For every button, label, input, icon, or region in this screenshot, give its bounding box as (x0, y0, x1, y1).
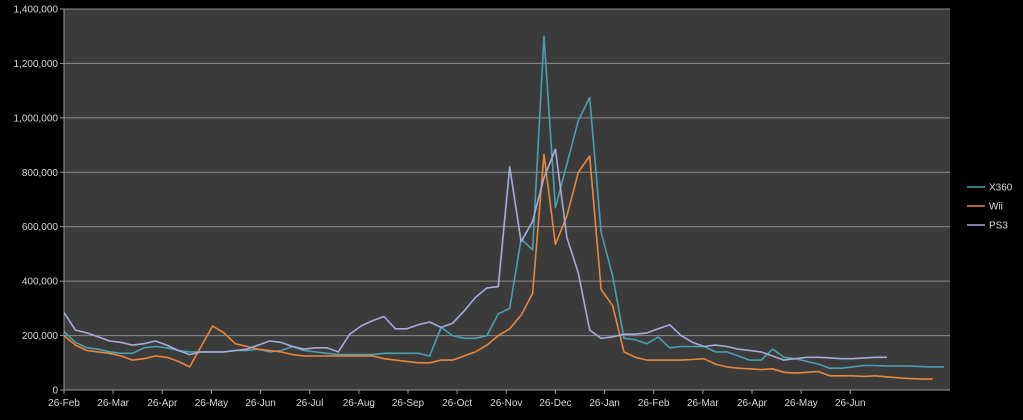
y-tick-label: 600,000 (22, 222, 59, 233)
x-tick-label: 26-Sep (392, 398, 425, 409)
x-tick-label: 26-Mar (97, 398, 129, 409)
x-tick-label: 26-Feb (638, 398, 670, 409)
x-tick-label: 26-Aug (343, 398, 375, 409)
x-tick-label: 26-Jun (835, 398, 866, 409)
x-tick-label: 26-Mar (687, 398, 719, 409)
y-tick-label: 1,400,000 (14, 5, 59, 16)
x-tick-label: 26-Apr (737, 398, 768, 409)
y-tick-label: 800,000 (22, 168, 59, 179)
gridlines (64, 8, 950, 337)
x-tick-label: 26-Oct (442, 398, 472, 409)
x-tick-label: 26-Jun (245, 398, 276, 409)
y-tick-label: 0 (52, 386, 58, 397)
x-tick-label: 26-May (784, 398, 817, 409)
legend-label: X360 (989, 183, 1013, 194)
legend-label: Wii (989, 202, 1003, 213)
x-tick-label: 26-Jan (589, 398, 620, 409)
x-tick-label: 26-Apr (147, 398, 178, 409)
legend: X360 Wii PS3 (967, 183, 1013, 232)
series-line-wii (63, 153, 933, 380)
y-tick-label: 1,000,000 (14, 113, 59, 124)
x-tick-label: 26-Jul (296, 398, 323, 409)
y-tick-label: 400,000 (22, 277, 59, 288)
legend-label: PS3 (989, 221, 1008, 232)
y-tick-labels: 0 200,000 400,000 600,000 800,000 1,000,000 1,… (14, 5, 64, 397)
series-lines (63, 35, 944, 380)
x-tick-label: 26-Dec (539, 398, 571, 409)
y-tick-label: 1,200,000 (14, 59, 59, 70)
series-line-ps3 (63, 148, 887, 361)
y-tick-label: 200,000 (22, 331, 59, 342)
x-tick-label: 26-May (195, 398, 228, 409)
x-tick-labels: 26-Feb 26-Mar 26-Apr 26-May 26-Jun 26-Jul 26-A… (48, 390, 866, 409)
x-tick-label: 26-Feb (48, 398, 80, 409)
x-tick-label: 26-Nov (490, 398, 522, 409)
